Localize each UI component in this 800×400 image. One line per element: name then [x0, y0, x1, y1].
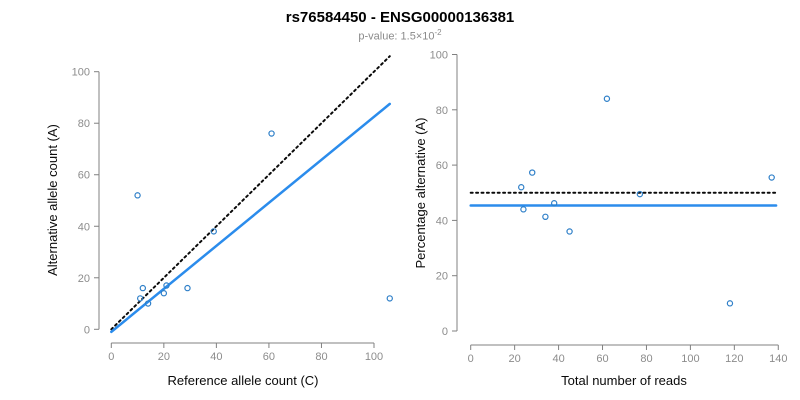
allele-counts-panel: 0 20 40 60 80 100 0 20 40 60 80 100	[72, 55, 393, 363]
regression-line	[110, 102, 392, 334]
y-tick-label: 20	[436, 271, 448, 283]
data-point	[160, 290, 168, 297]
data-point	[210, 228, 217, 235]
data-point	[163, 282, 170, 289]
y-tick-label: 20	[78, 273, 90, 285]
data-point	[520, 206, 527, 213]
data-point	[726, 300, 734, 307]
x-tick-label: 20	[158, 351, 170, 363]
y-tick-label: 100	[430, 50, 448, 62]
data-point	[386, 295, 393, 302]
y-tick-label: 40	[436, 215, 448, 227]
data-point	[518, 184, 525, 191]
y-tick-label: 80	[78, 118, 90, 130]
x-tick-label: 60	[263, 351, 275, 363]
data-point	[636, 190, 644, 198]
identity-line	[110, 55, 391, 331]
right-x-axis-title: Total number of reads	[561, 373, 687, 388]
y-tick-label: 60	[436, 160, 448, 172]
chart-title: rs76584450 - ENSG00000136381	[285, 9, 515, 26]
x-tick-label: 0	[468, 353, 474, 365]
data-point	[550, 200, 558, 207]
y-tick-label: 60	[78, 170, 90, 182]
x-tick-label: 100	[681, 353, 699, 365]
left-x-axis-title: Reference allele count (C)	[167, 373, 319, 388]
data-point	[566, 228, 573, 235]
data-point	[529, 169, 536, 176]
x-tick-label: 140	[769, 353, 787, 365]
data-point	[542, 213, 549, 221]
data-point	[184, 284, 191, 292]
chart-subtitle: p-value: 1.5×10-2	[0, 28, 800, 43]
data-point	[136, 295, 144, 302]
data-point	[139, 284, 147, 292]
percentage-panel: 0 20 40 60 80 100 0 20 40 60 80 100 120 140	[430, 50, 788, 366]
right-y-axis-title: Percentage alternative (A)	[413, 117, 428, 269]
x-tick-label: 80	[315, 351, 327, 363]
x-tick-label: 120	[725, 353, 743, 365]
data-point	[144, 300, 152, 307]
pvalue-text: p-value: 1.5×10	[358, 30, 435, 43]
y-tick-label: 0	[442, 326, 448, 338]
x-tick-label: 40	[210, 351, 222, 363]
data-point	[268, 130, 275, 137]
x-tick-label: 20	[509, 353, 521, 365]
data-point	[603, 95, 611, 102]
x-tick-label: 80	[640, 353, 652, 365]
left-y-axis-title: Alternative allele count (A)	[45, 124, 60, 276]
pvalue-exponent: -2	[434, 28, 442, 37]
x-tick-label: 40	[552, 353, 564, 365]
x-tick-label: 100	[365, 351, 383, 363]
data-point	[134, 192, 141, 199]
data-point	[768, 174, 775, 181]
y-tick-label: 0	[84, 324, 90, 336]
x-tick-label: 60	[596, 353, 608, 365]
x-tick-label: 0	[108, 351, 114, 363]
y-tick-label: 80	[436, 105, 448, 117]
y-tick-label: 100	[72, 67, 90, 79]
y-tick-label: 40	[78, 221, 90, 233]
